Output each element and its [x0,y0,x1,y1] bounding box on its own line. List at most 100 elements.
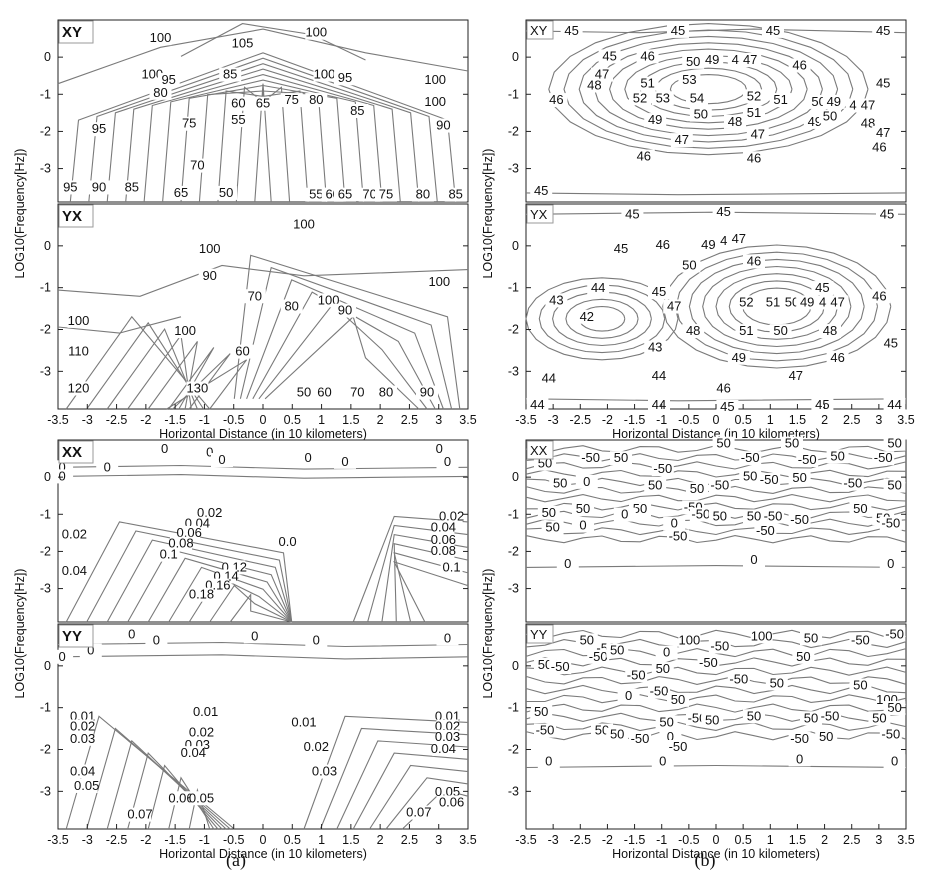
contour-label-bg [428,274,451,289]
contour-label: 50 [576,501,590,516]
panel-tag-box [526,20,554,40]
contour-line [88,57,438,203]
contour-label-bg [182,746,205,761]
contour-label: 0.07 [406,805,431,820]
contour-label-bg [227,96,250,111]
contour-label-bg [305,740,328,754]
contour-label: 50 [716,436,730,451]
contour-label: 0.06 [177,525,202,540]
contour-label-bg [170,536,192,551]
contour-label: 75 [379,187,393,202]
x-tick-label: -2 [602,413,613,427]
contour-label-bg [636,49,659,64]
contour-label: -50 [821,708,840,723]
contour-label: 90 [92,179,106,194]
contour-label-bg [96,460,119,475]
x-tick-label: -3 [548,833,559,847]
contour-label-bg [157,547,180,562]
contour-label: 0.04 [431,519,456,534]
y-tick-label: -3 [40,364,51,378]
contour-label: 0 [667,729,674,744]
panel-tag: XY [62,24,82,41]
contour-label: 50 [656,661,670,676]
contour-label-bg [872,23,895,38]
x-tick-label: 2 [821,413,828,427]
contour-label-bg [792,649,815,664]
y-tick-label: 0 [44,470,51,484]
contour-label-bg [120,627,143,642]
contour-label: 47 [667,299,681,314]
contour-label: 90 [420,385,434,400]
contour-label-bg [636,76,659,91]
panel-tag: YY [62,628,82,645]
contour-label: 49 [732,350,746,365]
contour-label-bg [305,25,328,40]
contour-line [385,777,469,830]
contour-label-bg [215,185,238,200]
contour-label-bg [819,324,841,339]
x-tick-label: -3.5 [515,413,537,427]
panel-frame [57,19,469,203]
contour-label-bg [739,53,762,68]
contour-label-bg [826,350,849,365]
contour-label: 48 [861,116,875,131]
contour-label-bg [71,731,94,746]
contour-label-bg [170,791,192,806]
contour-label-bg [621,207,644,222]
contour-label-bg [800,711,822,726]
contour-label: 50 [804,630,818,645]
y-axis-label: LOG10(Frequency[Hz]) [13,569,27,699]
contour-label-bg [534,456,556,471]
contour-label: 100 [68,313,90,328]
contour-label-bg [432,533,455,548]
contour-label-bg [63,527,86,542]
y-tick-label: -2 [40,544,51,558]
contour-label-bg [194,705,217,720]
x-tick-label: 1 [767,413,774,427]
contour-line [702,265,852,348]
contour-label-bg [572,518,594,533]
contour-label: 95 [92,121,106,136]
contour-label: 50 [648,478,662,493]
contour-label: 120 [68,381,90,396]
x-tick-label: -2.5 [106,413,128,427]
contour-label-bg [811,397,834,412]
x-tick-label: -3.5 [515,833,537,847]
y-tick-label: -3 [40,162,51,176]
contour-label-bg [334,454,356,469]
contour-label-bg [701,53,724,68]
contour-label: 50 [595,723,609,738]
x-tick-label: 3.5 [459,413,476,427]
contour-label: 80 [379,385,393,400]
contour-label-bg [648,285,670,300]
contour-label: -50 [699,655,718,670]
contour-label: 0 [153,632,160,647]
contour-label: 49 [827,94,841,109]
contour-label-bg [735,324,758,339]
contour-line [525,684,907,695]
contour-label-bg [432,118,455,133]
contour-label: 48 [686,323,700,338]
contour-label-bg [537,754,560,769]
contour-label-bg [572,502,594,517]
contour-label-bg [735,295,758,310]
contour-label: 50 [830,448,844,463]
panel-tag: YX [62,208,82,225]
contour-label: -50 [691,507,710,522]
contour-label-bg [617,688,640,703]
contour-label-bg [868,289,891,304]
contour-label: 47 [732,231,746,246]
contour-label: 50 [633,501,647,516]
contour-label: 100 [424,94,446,109]
contour-label-bg [712,436,735,451]
contour-line [319,727,469,830]
contour-line [57,264,469,297]
contour-line [525,675,907,685]
contour-label: 50 [804,710,818,725]
contour-label-bg [276,534,299,549]
contour-label: 0.02 [189,725,214,740]
contour-label: 50 [542,505,556,520]
contour-label: -50 [798,452,817,467]
